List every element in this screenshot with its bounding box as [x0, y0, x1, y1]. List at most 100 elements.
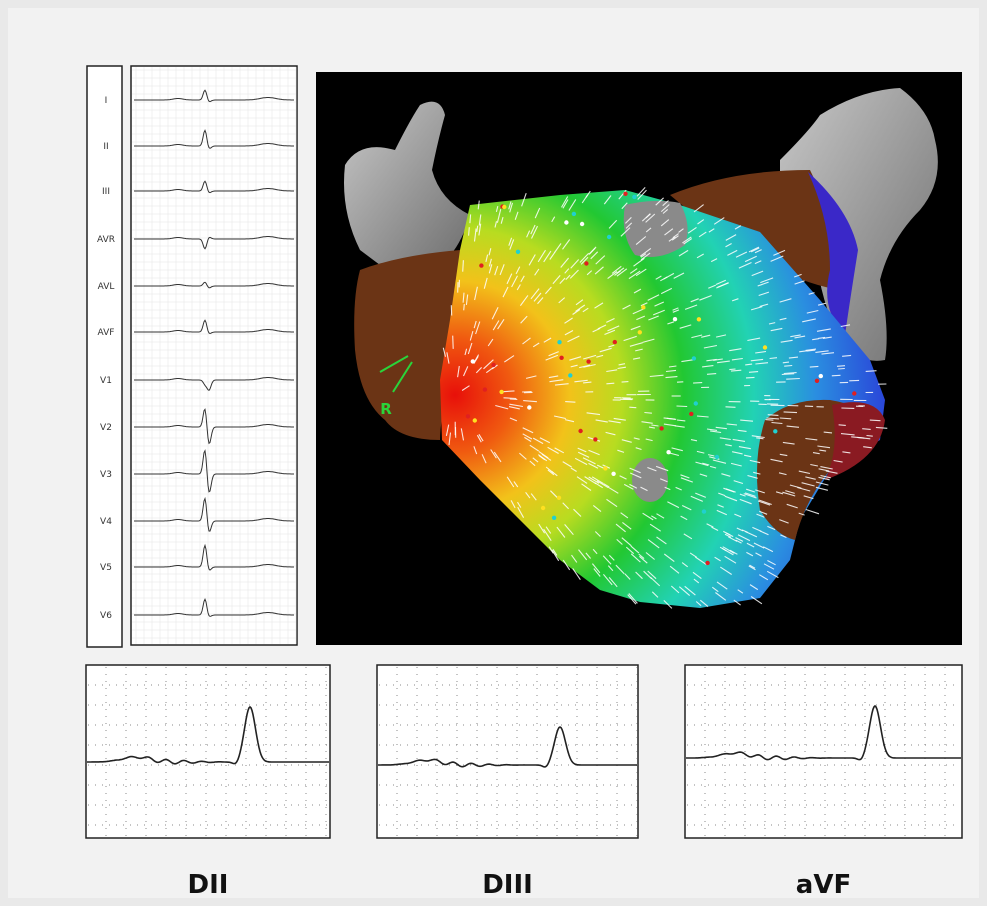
vector: [839, 425, 846, 426]
vector: [768, 415, 779, 416]
lead-label: V5: [100, 563, 112, 573]
vector: [504, 398, 517, 399]
mapping-point: [659, 426, 663, 430]
mapping-point: [557, 340, 561, 344]
lead-label: V6: [100, 611, 112, 621]
mapping-point: [557, 496, 561, 500]
strip-label: DIII: [482, 870, 533, 900]
mapping-point: [584, 261, 588, 265]
mapping-point: [568, 373, 572, 377]
strip-label: aVF: [796, 870, 851, 900]
lead-label: V2: [100, 423, 112, 433]
vector: [510, 399, 518, 400]
mapping-point: [572, 212, 576, 216]
vector: [766, 420, 774, 421]
vector: [463, 260, 464, 272]
mapping-point: [552, 516, 556, 520]
mapping-point: [694, 401, 698, 405]
vector: [565, 402, 575, 403]
vector: [606, 383, 614, 384]
vector: [470, 214, 471, 223]
lead-label: II: [103, 142, 108, 152]
vector: [746, 377, 755, 378]
mapping-point: [479, 263, 483, 267]
mapping-point: [815, 379, 819, 383]
lead-label: V1: [100, 376, 112, 386]
mapping-point: [466, 414, 470, 418]
strip-box: [377, 665, 638, 838]
vector: [707, 374, 716, 375]
figure: IIIIIIAVRAVLAVFV1V2V3V4V5V6 R DIIDIIIaVF: [0, 0, 987, 906]
mapping-point: [586, 359, 590, 363]
mapping-point: [613, 340, 617, 344]
lead-label: AVR: [97, 235, 115, 245]
vector: [783, 362, 789, 363]
hole-top: [624, 201, 688, 257]
lead-label: V4: [100, 517, 112, 527]
lead-label: I: [105, 96, 108, 106]
vector: [784, 366, 792, 367]
mapping-point: [578, 429, 582, 433]
mapping-point: [819, 374, 823, 378]
vector: [622, 382, 629, 383]
vector: [749, 372, 758, 373]
mapping-point: [502, 205, 506, 209]
mapping-point: [559, 356, 563, 360]
mapping-point: [564, 220, 568, 224]
mapping-point: [623, 192, 627, 196]
mapping-point: [673, 317, 677, 321]
mapping-point: [607, 235, 611, 239]
mapping-point: [483, 387, 487, 391]
strip-box: [685, 665, 962, 838]
vector: [469, 227, 470, 236]
mapping-point: [666, 450, 670, 454]
mapping-point: [641, 305, 645, 309]
vector: [838, 369, 845, 370]
strip-label: DII: [188, 870, 229, 900]
mapping-point: [516, 250, 520, 254]
lead-label: AVL: [98, 282, 115, 292]
lead-label: V3: [100, 470, 112, 480]
vector: [832, 375, 841, 376]
vector: [693, 383, 702, 384]
lead-label: III: [102, 187, 110, 197]
mapping-point: [705, 561, 709, 565]
mapping-point: [697, 317, 701, 321]
vector: [867, 436, 873, 437]
mapping-point: [763, 345, 767, 349]
mapping-point: [773, 429, 777, 433]
mapping-point: [632, 195, 636, 199]
vector: [464, 304, 465, 310]
mapping-point: [491, 363, 495, 367]
mapping-point: [689, 412, 693, 416]
strip-box: [86, 665, 330, 838]
mapping-point: [715, 455, 719, 459]
vector: [453, 336, 454, 349]
vector: [629, 407, 636, 408]
vector: [726, 407, 736, 408]
vector: [677, 406, 688, 407]
mapping-point: [541, 506, 545, 510]
mapping-point: [852, 391, 856, 395]
marker-label: R: [380, 400, 392, 418]
vector: [729, 369, 735, 370]
vector: [870, 420, 881, 421]
mapping-point: [580, 222, 584, 226]
lead-label-box: [87, 66, 122, 647]
mapping-point: [527, 405, 531, 409]
vector: [862, 429, 871, 430]
mapping-point: [499, 390, 503, 394]
mapping-point: [473, 418, 477, 422]
vector: [837, 366, 845, 367]
vector: [784, 412, 797, 413]
vector: [786, 379, 800, 380]
mapping-point: [603, 466, 607, 470]
vector: [866, 371, 877, 372]
mapping-point: [692, 356, 696, 360]
lead-label: AVF: [98, 328, 115, 338]
mapping-point: [593, 437, 597, 441]
mapping-point: [638, 330, 642, 334]
mapping-point: [611, 472, 615, 476]
mapping-point: [471, 359, 475, 363]
vector: [810, 366, 819, 367]
